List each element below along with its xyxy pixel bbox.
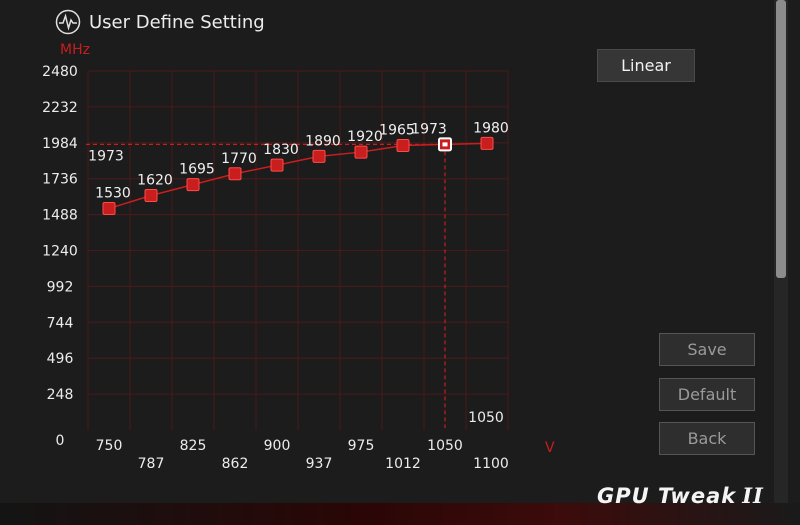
data-point[interactable] xyxy=(228,167,242,181)
data-label: 1530 xyxy=(95,186,131,202)
y-tick-label: 1488 xyxy=(42,208,78,224)
x-tick-label: 975 xyxy=(348,438,375,454)
y-tick-label: 1240 xyxy=(42,244,78,260)
data-label: 1980 xyxy=(473,120,509,136)
x-tick-label: 1100 xyxy=(473,456,509,472)
y-tick-label: 744 xyxy=(47,315,74,331)
waveform-icon xyxy=(55,9,81,35)
y-tick-label: 992 xyxy=(47,279,74,295)
data-point[interactable] xyxy=(480,136,494,150)
x-tick-label: 787 xyxy=(138,456,165,472)
x-tick-label: 937 xyxy=(306,456,333,472)
x-axis-unit: V xyxy=(545,440,555,456)
y-tick-label: 248 xyxy=(47,387,74,403)
page-title: User Define Setting xyxy=(89,11,265,33)
data-point-selected-mark xyxy=(442,142,448,147)
data-point[interactable] xyxy=(396,139,410,153)
selected-x-label: 1050 xyxy=(468,410,504,426)
data-label: 1965 xyxy=(379,123,415,139)
data-point[interactable] xyxy=(354,145,368,159)
gpu-tweak-logo: GPU Tweak II xyxy=(597,483,764,508)
x-tick-label: 750 xyxy=(96,438,123,454)
series-line xyxy=(108,142,488,210)
scrollbar-thumb[interactable] xyxy=(776,0,786,278)
x-tick-label: 900 xyxy=(264,438,291,454)
dialog-header: User Define Setting xyxy=(55,8,265,36)
x-tick-label: 1050 xyxy=(427,438,463,454)
x-tick-label: 825 xyxy=(180,438,207,454)
selected-y-label: 1973 xyxy=(88,148,124,164)
y-tick-label: 2480 xyxy=(42,64,78,80)
data-point[interactable] xyxy=(102,202,116,216)
data-label: 1695 xyxy=(179,162,215,178)
save-button[interactable]: Save xyxy=(659,333,755,366)
data-point[interactable] xyxy=(186,178,200,192)
data-label: 1973 xyxy=(411,121,447,137)
y-tick-label: 496 xyxy=(47,351,74,367)
y-tick-label: 2232 xyxy=(42,100,78,116)
data-label: 1830 xyxy=(263,142,299,158)
logo-text: GPU Tweak xyxy=(597,484,737,508)
y-tick-label: 0 xyxy=(56,433,65,449)
data-point[interactable] xyxy=(312,149,326,163)
data-point[interactable] xyxy=(270,158,284,172)
linear-button[interactable]: Linear xyxy=(597,49,695,82)
logo-suffix: II xyxy=(742,483,764,508)
data-label: 1770 xyxy=(221,151,257,167)
data-label: 1890 xyxy=(305,133,341,149)
back-button[interactable]: Back xyxy=(659,422,755,455)
y-axis-unit: MHz xyxy=(60,42,90,58)
x-tick-label: 1012 xyxy=(385,456,421,472)
x-tick-label: 862 xyxy=(222,456,249,472)
y-tick-label: 1984 xyxy=(42,136,78,152)
data-point[interactable] xyxy=(144,188,158,202)
default-button[interactable]: Default xyxy=(659,378,755,411)
data-label: 1920 xyxy=(347,129,383,145)
footer-bar xyxy=(0,503,800,525)
data-label: 1620 xyxy=(137,172,173,188)
y-tick-label: 1736 xyxy=(42,172,78,188)
